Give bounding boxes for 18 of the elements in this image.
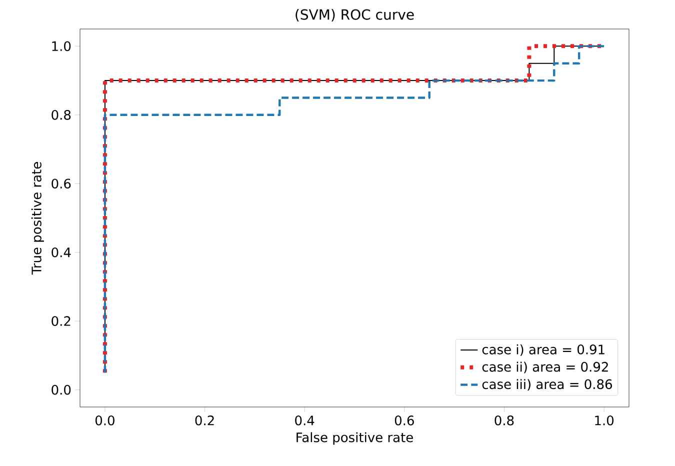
x-tick-label: 0.8 [494, 416, 514, 426]
x-tick-label: 0.4 [295, 416, 314, 426]
y-tick-label: 0.0 [52, 384, 71, 395]
y-tick-label: 0.4 [52, 247, 71, 258]
legend-label: case iii) area = 0.86 [482, 379, 612, 391]
chart-title: (SVM) ROC curve [296, 8, 414, 22]
y-tick-label: 0.8 [52, 110, 71, 120]
y-tick-label: 0.2 [52, 316, 70, 326]
y-tick-label: 1.0 [52, 41, 71, 52]
x-tick-label: 0.6 [394, 416, 414, 426]
x-axis-title: False positive rate [296, 432, 413, 445]
x-tick-label: 0.2 [195, 416, 214, 426]
x-tick-label: 1.0 [595, 416, 614, 426]
y-axis-title: True positive rate [31, 162, 44, 275]
legend-label: case i) area = 0.91 [482, 344, 604, 356]
legend-label: case ii) area = 0.92 [482, 362, 608, 374]
x-tick-label: 0.0 [95, 416, 114, 426]
y-tick-label: 0.6 [52, 178, 71, 189]
